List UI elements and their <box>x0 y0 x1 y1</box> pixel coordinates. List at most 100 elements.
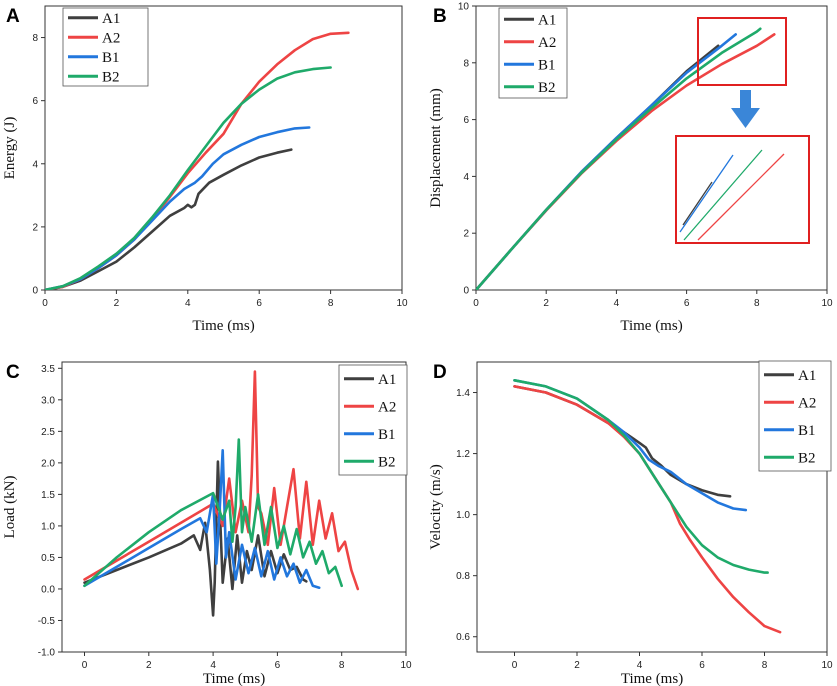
y-axis-title: Displacement (mm) <box>428 88 444 208</box>
y-tick-label: 2 <box>32 222 38 233</box>
y-tick-label: 2.0 <box>41 458 55 469</box>
x-tick-label: 6 <box>275 660 281 671</box>
legend-label-b1: B1 <box>378 427 396 443</box>
series-group <box>513 378 782 634</box>
y-tick-label: 6 <box>463 115 469 126</box>
legend-label-b1: B1 <box>102 50 120 66</box>
x-tick-label: 2 <box>114 298 120 309</box>
x-tick-label: 8 <box>339 660 345 671</box>
panel-letter: A <box>6 6 20 27</box>
legend-label-a2: A2 <box>378 399 396 415</box>
legend-label-b2: B2 <box>798 450 816 466</box>
plot-frame <box>44 5 403 291</box>
y-tick-label: 6 <box>32 96 38 107</box>
legend-label-a2: A2 <box>798 395 816 411</box>
x-tick-label: 8 <box>328 298 334 309</box>
legend-label-a1: A1 <box>102 11 120 27</box>
x-axis-title: Time (ms) <box>621 671 683 686</box>
x-tick-label: 8 <box>754 298 760 309</box>
y-tick-label: 0 <box>32 286 38 297</box>
y-tick-label: 8 <box>463 58 469 69</box>
series-line-b2 <box>83 438 344 588</box>
x-tick-label: 2 <box>574 660 580 671</box>
x-tick-label: 4 <box>210 660 216 671</box>
series-group <box>83 370 360 617</box>
panel-B: B 0 2 4 6 8 10 0 2 4 6 8 10 Time (ms) Displacement (mm… <box>428 2 833 335</box>
series-group <box>476 27 776 290</box>
panel-C: C 0 2 4 6 8 10 -1.0 -0.5 0.0 0.5 1.0 1.5 2.0 2.5 3.0 3.5… <box>2 361 412 686</box>
legend: A1 A2 B1 B2 <box>758 360 832 472</box>
zoom-arrow-head <box>731 108 760 128</box>
y-tick-label: 2 <box>463 229 469 240</box>
y-tick-label: -1.0 <box>38 648 56 659</box>
legend-label-a2: A2 <box>538 35 556 51</box>
series-line-a1 <box>83 460 308 617</box>
y-axis-title: Velocity (m/s) <box>428 464 444 549</box>
series-line-b2 <box>45 66 332 290</box>
legend-label-a1: A1 <box>538 12 556 28</box>
x-tick-label: 10 <box>821 298 833 309</box>
y-tick-label: 10 <box>458 2 470 13</box>
panel-letter: D <box>433 362 447 383</box>
series-line-b2 <box>476 27 762 290</box>
x-tick-label: 4 <box>637 660 643 671</box>
x-tick-label: 0 <box>42 298 48 309</box>
x-tick-label: 4 <box>185 298 191 309</box>
series-line-a1 <box>45 148 293 290</box>
y-tick-label: 3.5 <box>41 364 55 375</box>
plot-frame <box>475 5 828 291</box>
legend-label-b2: B2 <box>102 69 120 85</box>
x-tick-label: 6 <box>256 298 262 309</box>
legend-label-a1: A1 <box>378 372 396 388</box>
x-axis-title: Time (ms) <box>620 318 682 334</box>
plot-frame <box>61 361 407 653</box>
x-tick-label: 0 <box>473 298 479 309</box>
series-line-b2 <box>513 378 769 574</box>
series-line-b1 <box>83 448 321 590</box>
y-tick-label: 4 <box>463 172 469 183</box>
x-tick-label: 0 <box>512 660 518 671</box>
y-tick-label: 1.5 <box>41 490 55 501</box>
y-axis-title: Energy (J) <box>2 117 18 180</box>
inset-line-a2 <box>697 153 785 241</box>
y-tick-label: 1.4 <box>456 388 470 399</box>
x-tick-label: 2 <box>146 660 152 671</box>
x-tick-label: 10 <box>821 660 833 671</box>
legend: A1 A2 B1 B2 <box>62 7 149 87</box>
inset-line-b1 <box>679 154 734 233</box>
legend-box <box>758 360 832 472</box>
x-tick-label: 10 <box>396 298 408 309</box>
panel-letter: B <box>433 6 447 27</box>
y-tick-label: 2.5 <box>41 427 55 438</box>
y-tick-label: 3.0 <box>41 395 55 406</box>
series-line-a2 <box>513 385 782 634</box>
y-tick-label: 0 <box>463 286 469 297</box>
series-line-a1 <box>513 385 732 498</box>
y-tick-label: 1.2 <box>456 449 470 460</box>
series-line-b1 <box>45 126 311 290</box>
inset-line-b2 <box>683 149 763 241</box>
panel-D: D 0 2 4 6 8 10 0.6 0.8 1.0 1.2 1.4 Time (ms) Velocity… <box>428 360 833 686</box>
zoom-annotation <box>675 17 810 244</box>
legend-label-a2: A2 <box>102 30 120 46</box>
inset-box <box>675 135 810 244</box>
legend-box <box>498 7 568 99</box>
y-tick-label: 1.0 <box>41 521 55 532</box>
legend-label-b2: B2 <box>378 454 396 470</box>
inset-line-a1 <box>682 181 713 226</box>
legend-label-b1: B1 <box>798 423 816 439</box>
legend: A1 A2 B1 B2 <box>498 7 568 99</box>
y-axis-title: Load (kN) <box>2 476 18 539</box>
x-axis-title: Time (ms) <box>192 318 254 334</box>
y-tick-label: 4 <box>32 159 38 170</box>
y-tick-label: 0.0 <box>41 584 55 595</box>
y-tick-label: 0.8 <box>456 571 470 582</box>
y-tick-label: 8 <box>32 33 38 44</box>
legend-label-b2: B2 <box>538 80 556 96</box>
x-tick-label: 4 <box>614 298 620 309</box>
legend: A1 A2 B1 B2 <box>338 364 408 476</box>
legend-label-a1: A1 <box>798 368 816 384</box>
y-tick-label: 1.0 <box>456 510 470 521</box>
x-tick-label: 10 <box>400 660 412 671</box>
